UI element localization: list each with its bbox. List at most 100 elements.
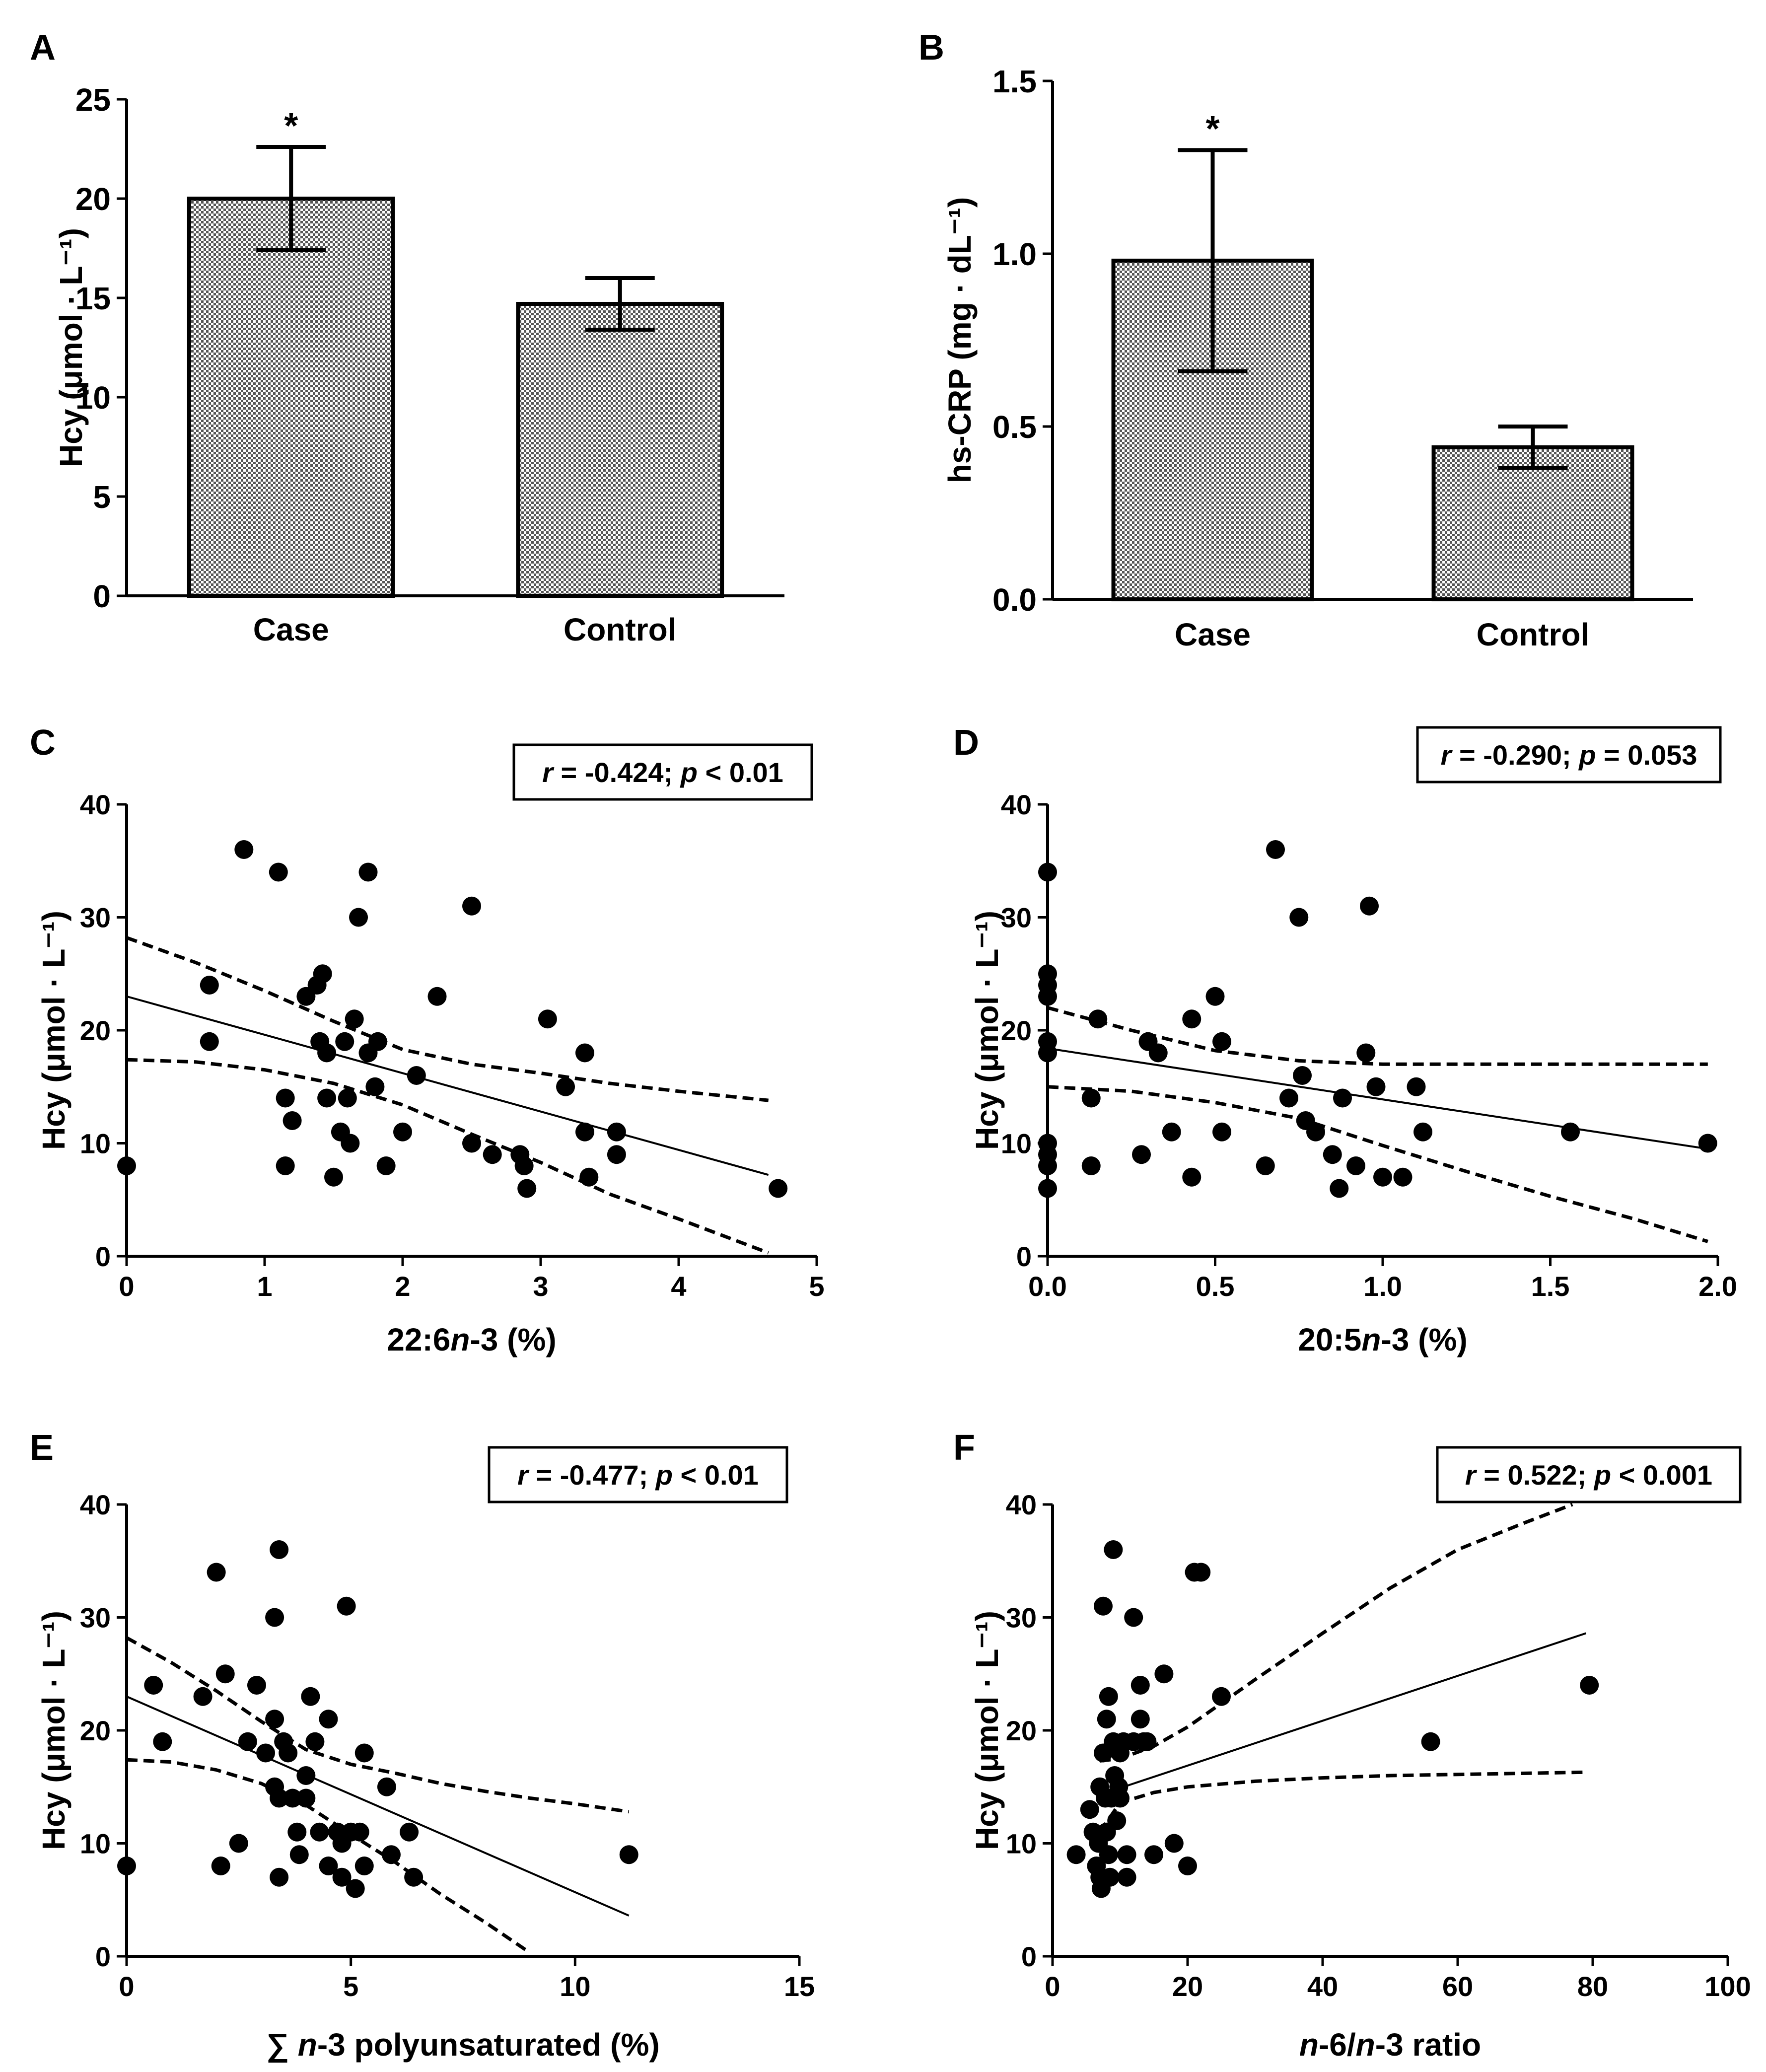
data-point — [1366, 1077, 1386, 1096]
panel-d: D 0 10 20 30 40 Hcy (μmol · L⁻¹) 0.0 0.5 1.0 1.5 2.… — [953, 723, 1737, 1358]
x-tick-label: 1.0 — [1363, 1271, 1402, 1302]
y-tick-label: 10 — [80, 1128, 111, 1159]
data-point — [1107, 1811, 1127, 1830]
data-point — [376, 1156, 396, 1175]
x-axis-label-part: n — [1299, 2027, 1319, 2063]
data-point — [215, 1664, 235, 1684]
y-tick-label: 0 — [1016, 1241, 1032, 1272]
y-tick-label: 20 — [1001, 1015, 1032, 1046]
data-point — [1698, 1134, 1717, 1153]
data-point — [1154, 1664, 1174, 1684]
y-tick-label: 10 — [80, 1828, 111, 1859]
data-point — [1192, 1563, 1211, 1582]
x-tick-label: 80 — [1577, 1971, 1608, 2002]
stats-annotation-part: p — [680, 757, 698, 788]
data-point — [1289, 908, 1309, 927]
data-point — [1038, 987, 1057, 1006]
x-tick-label: 4 — [671, 1271, 686, 1302]
y-tick-label: 30 — [1001, 902, 1032, 933]
stats-annotation: r = -0.424; p < 0.01 — [542, 757, 783, 788]
data-point — [1038, 1179, 1057, 1198]
data-point — [200, 1032, 219, 1051]
data-point — [1132, 1145, 1151, 1164]
x-tick-label: 1 — [257, 1271, 272, 1302]
panel-c: C 0 10 20 30 40 Hcy (μmol · L⁻¹) 0 1 2 3 4 5 22:6n-3 … — [30, 723, 825, 1358]
x-axis-label-part: n — [298, 2027, 317, 2063]
data-point — [1330, 1179, 1349, 1198]
panel-b: B 0.0 0.5 1.0 1.5 hs-CRP (mg · dL⁻¹) * Case Cont… — [918, 28, 1693, 652]
x-axis-label-part: 20:5 — [1298, 1322, 1361, 1358]
x-axis-label-part: -3 ratio — [1375, 2027, 1481, 2063]
data-point — [1117, 1845, 1136, 1864]
data-point — [1279, 1088, 1298, 1108]
stats-annotation-part: = -0.477; — [528, 1459, 656, 1491]
stats-annotation-part: r — [542, 757, 555, 788]
panel-label: A — [30, 28, 56, 68]
data-point — [1393, 1167, 1413, 1187]
data-point — [365, 1077, 385, 1096]
x-tick-label: 2.0 — [1698, 1271, 1737, 1302]
y-tick-label: 0 — [95, 1941, 111, 1972]
regression-line — [126, 995, 769, 1176]
y-tick-label: 0.0 — [992, 582, 1037, 618]
data-point — [1356, 1043, 1376, 1063]
data-point — [1212, 1032, 1231, 1051]
y-tick-label: 20 — [80, 1715, 111, 1746]
y-tick-label: 1.5 — [992, 64, 1037, 99]
data-point — [345, 1009, 364, 1029]
data-point — [619, 1845, 638, 1864]
data-point — [354, 1857, 374, 1875]
data-point — [332, 1867, 352, 1887]
x-tick-label: 5 — [343, 1971, 358, 2002]
x-axis-label-part: -3 polyunsaturated (%) — [317, 2027, 660, 2063]
data-point — [381, 1845, 401, 1864]
x-tick-label: 2 — [395, 1271, 410, 1302]
y-axis-label: Hcy (μmol · L⁻¹) — [969, 911, 1005, 1150]
data-point — [1130, 1676, 1150, 1695]
data-point — [404, 1867, 424, 1887]
x-axis-label-part: 22:6 — [387, 1322, 450, 1358]
data-point — [324, 1167, 343, 1187]
data-point — [1373, 1167, 1392, 1187]
data-point — [514, 1156, 534, 1175]
data-point — [1144, 1845, 1163, 1864]
x-axis-label: 22:6n-3 (%) — [387, 1322, 556, 1358]
data-point — [1323, 1145, 1342, 1164]
y-axis-label: Hcy (μmol · L⁻¹) — [969, 1611, 1005, 1850]
data-point — [556, 1077, 575, 1096]
data-point — [265, 1608, 284, 1627]
data-point — [247, 1676, 266, 1695]
data-point — [575, 1122, 594, 1142]
data-point — [1164, 1834, 1184, 1853]
y-axis-label: Hcy (μmol · L⁻¹) — [36, 911, 71, 1150]
data-point — [407, 1066, 426, 1085]
x-tick-label: 0.5 — [1196, 1271, 1235, 1302]
x-axis-label-part: n — [1356, 2027, 1375, 2063]
y-tick-label: 1.0 — [992, 236, 1037, 272]
data-point — [358, 862, 378, 882]
data-point — [1212, 1122, 1231, 1142]
x-tick-label: 1.5 — [1531, 1271, 1570, 1302]
x-tick-label: 100 — [1704, 1971, 1751, 2002]
stats-annotation-part: = -0.424; — [553, 757, 681, 788]
data-point — [289, 1845, 309, 1864]
data-point — [1182, 1167, 1201, 1187]
data-point — [1293, 1066, 1312, 1085]
stats-annotation: r = -0.290; p = 0.053 — [1441, 739, 1697, 771]
data-point — [305, 1732, 325, 1751]
data-point — [349, 908, 368, 927]
data-point — [269, 862, 288, 882]
data-point — [117, 1156, 136, 1175]
stats-annotation-part: r — [1441, 739, 1453, 771]
x-tick-label: 20 — [1172, 1971, 1203, 2002]
data-point — [283, 1788, 302, 1808]
stats-annotation-part: p — [1578, 739, 1596, 771]
stats-annotation-part: < 0.01 — [673, 1459, 759, 1491]
x-category-label: Control — [564, 612, 677, 647]
x-axis-label-part: -3 (%) — [1381, 1322, 1467, 1358]
stats-annotation-part: < 0.01 — [698, 757, 783, 788]
data-point — [1360, 896, 1379, 916]
data-point — [1256, 1156, 1275, 1175]
data-point — [607, 1122, 626, 1142]
